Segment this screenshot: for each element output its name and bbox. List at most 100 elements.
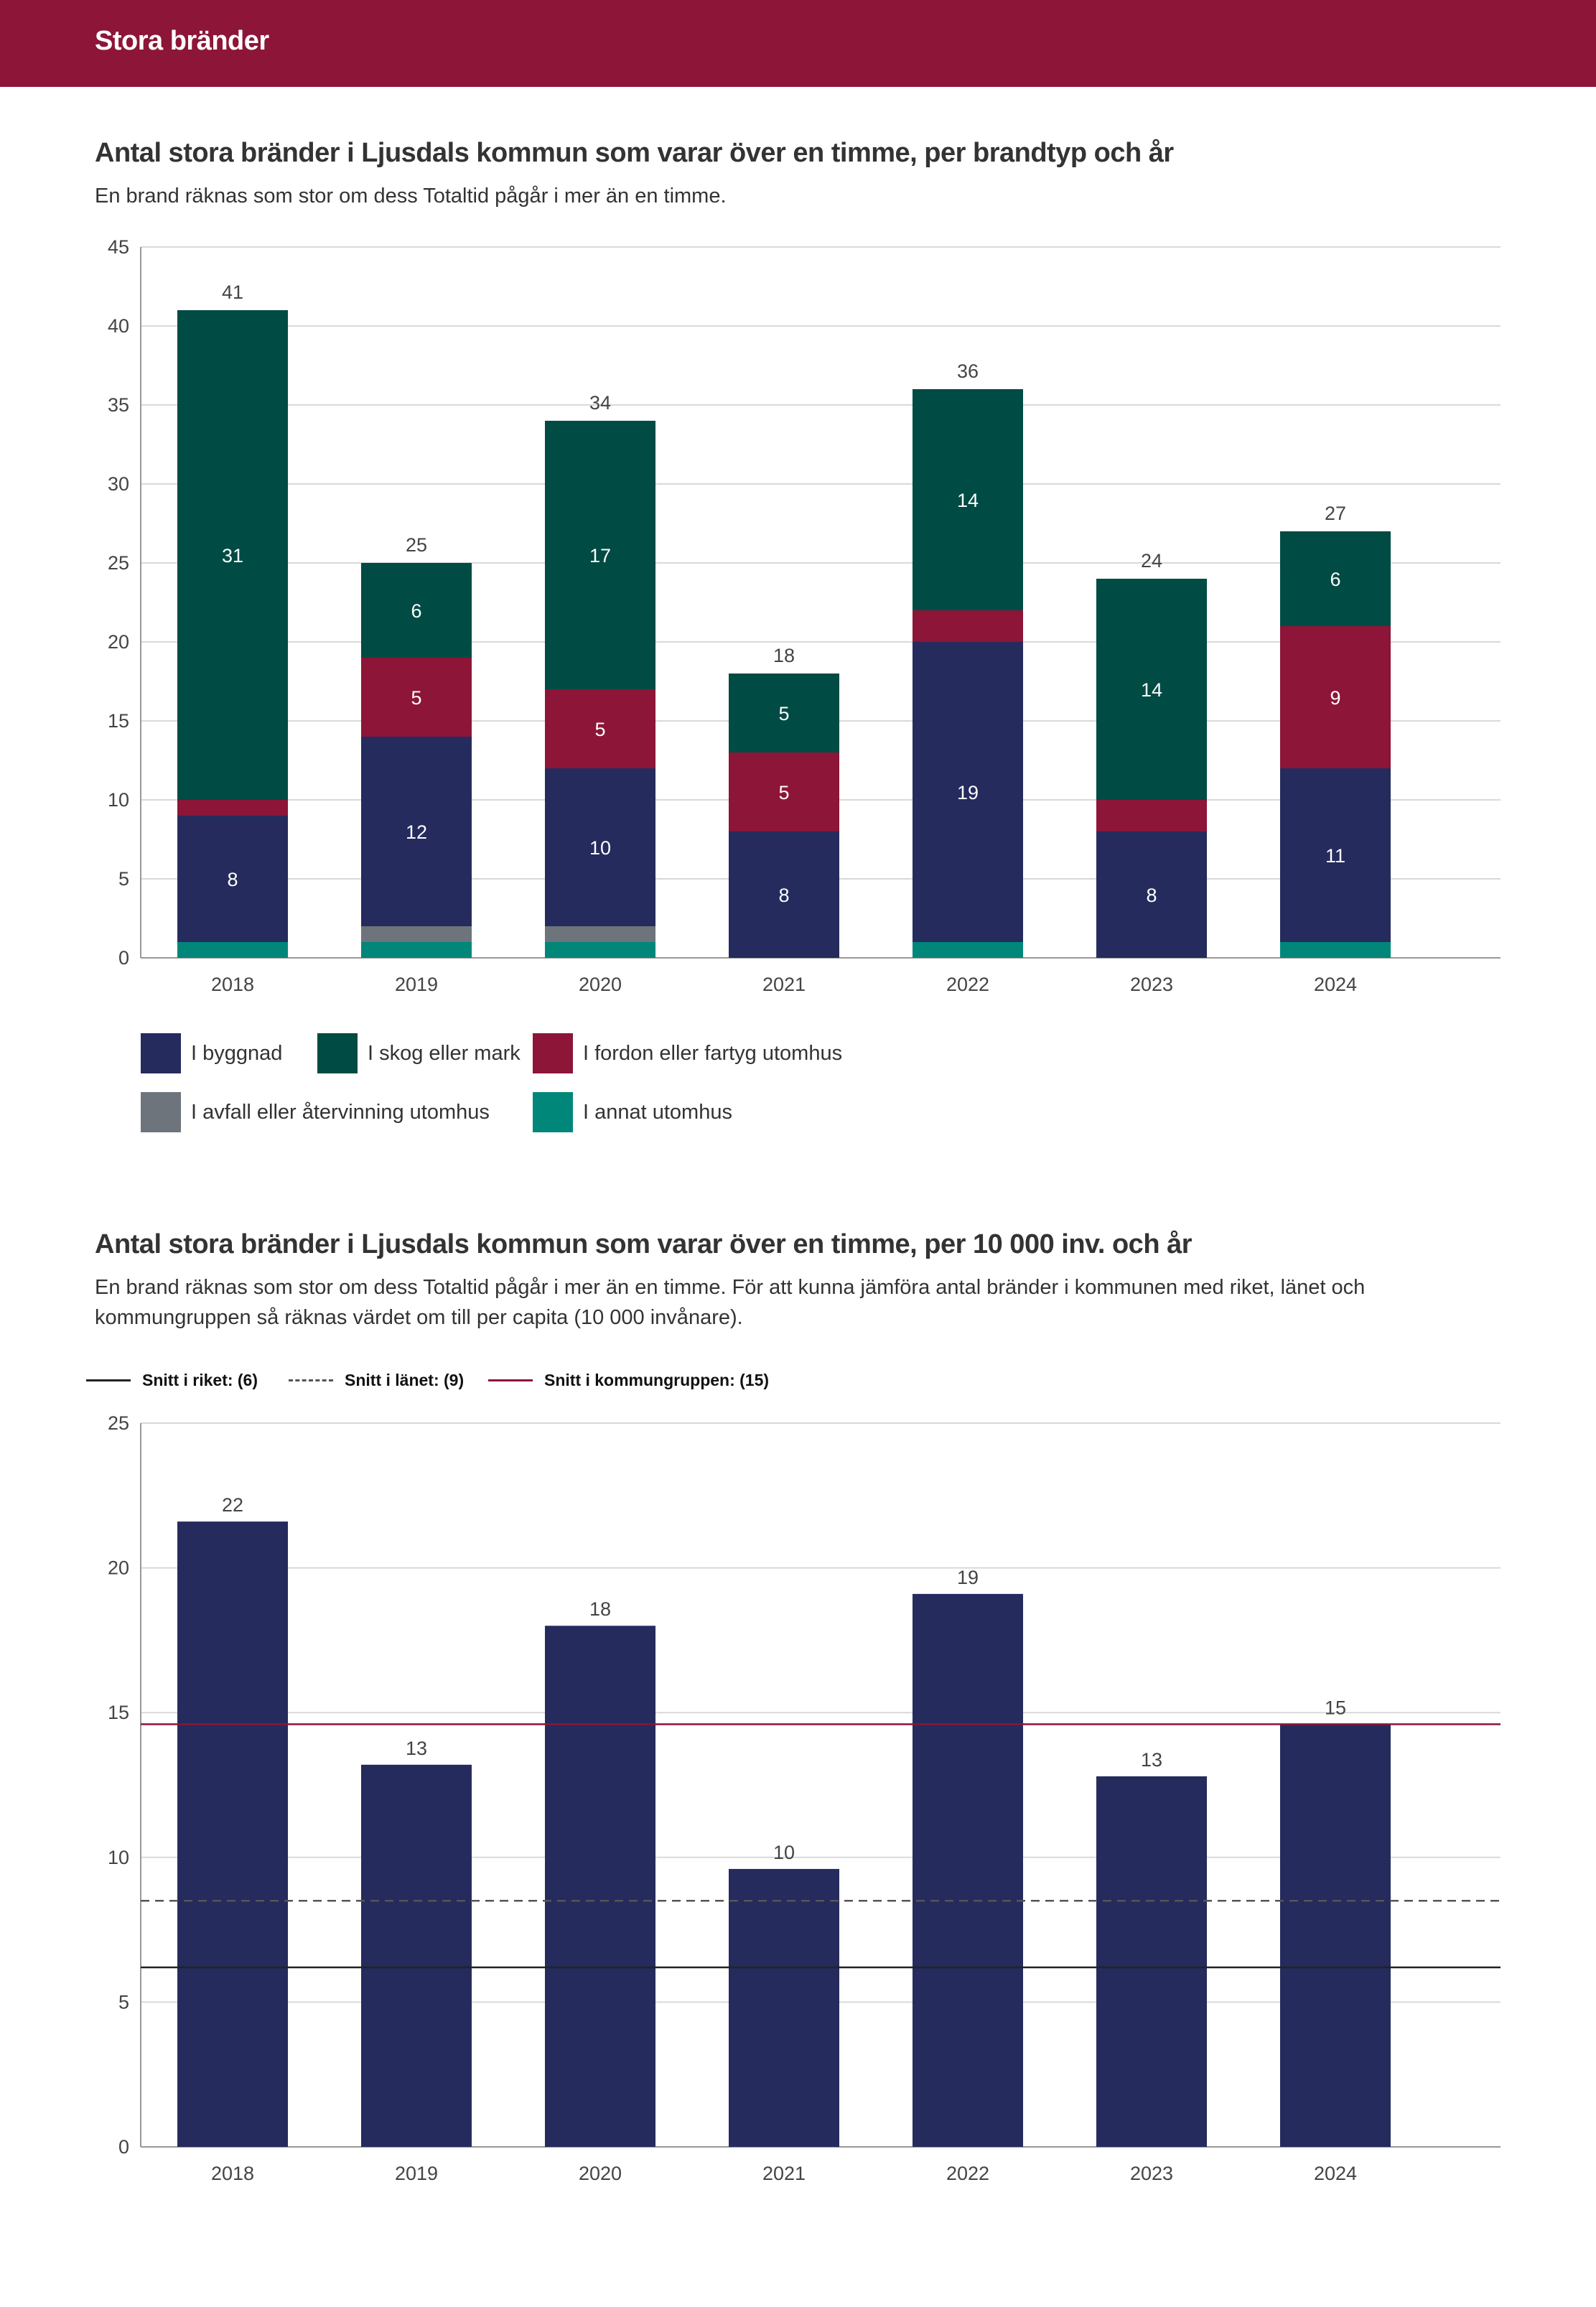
x-tick-label: 2019: [395, 974, 438, 995]
y-tick-label: 5: [118, 1991, 129, 2013]
segment-value-label: 6: [411, 600, 421, 622]
bar-segment-byggnad: [545, 768, 655, 926]
y-tick-label: 0: [118, 2136, 129, 2158]
legend-item-fordon: I fordon eller fartyg utomhus: [533, 1033, 842, 1074]
y-tick-label: 35: [108, 394, 129, 416]
bar-segment-annat: [177, 942, 288, 958]
segment-value-label: 10: [589, 837, 611, 859]
bar-segment-avfall: [545, 926, 655, 942]
segment-value-label: 8: [227, 869, 238, 890]
bar-segment-annat: [913, 942, 1023, 958]
legend-label-lanet: Snitt i länet: (9): [345, 1370, 465, 1389]
y-tick-label: 25: [108, 552, 129, 574]
chart1-legend: I byggnad I skog eller mark I fordon ell…: [141, 1033, 930, 1140]
bar-segment-avfall: [361, 926, 472, 942]
bar-segment-skog: [729, 674, 839, 752]
segment-value-label: 19: [957, 782, 979, 803]
x-tick-label: 2021: [762, 2163, 806, 2184]
chart1-title: Antal stora bränder i Ljusdals kommun so…: [95, 138, 1174, 168]
y-tick-label: 10: [108, 789, 129, 811]
x-tick-label: 2018: [211, 2163, 254, 2184]
legend-label-avfall: I avfall eller återvinning utomhus: [191, 1100, 490, 1124]
page-header-title: Stora bränder: [95, 26, 269, 56]
segment-value-label: 5: [778, 703, 789, 724]
legend-label-fordon: I fordon eller fartyg utomhus: [583, 1041, 843, 1065]
x-tick-label: 2020: [579, 974, 622, 995]
y-tick-label: 0: [118, 947, 129, 969]
y-tick-label: 15: [108, 710, 129, 732]
bar-segment-skog: [1096, 579, 1207, 800]
bar-segment-annat: [1280, 942, 1391, 958]
segment-value-label: 5: [411, 687, 421, 709]
bar-segment-skog: [545, 421, 655, 689]
segment-value-label: 8: [1146, 885, 1157, 906]
y-tick-label: 10: [108, 1847, 129, 1868]
x-tick-label: 2022: [946, 974, 989, 995]
legend-line-riket: [86, 1379, 131, 1381]
bar-segment-skog: [361, 563, 472, 658]
page-header: Stora bränder: [0, 0, 1596, 87]
x-tick-label: 2024: [1314, 974, 1357, 995]
bar-segment-byggnad: [913, 642, 1023, 942]
legend-label-riket: Snitt i riket: (6): [142, 1370, 258, 1389]
bar-segment-fordon: [361, 658, 472, 737]
bar: [729, 1868, 839, 2147]
bar-segment-fordon: [729, 752, 839, 831]
legend-label-skog: I skog eller mark: [368, 1041, 521, 1065]
y-tick-label: 15: [108, 1702, 129, 1723]
bar-segment-fordon: [177, 800, 288, 816]
segment-value-label: 8: [778, 885, 789, 906]
chart1-subtitle: En brand räknas som stor om dess Totalti…: [95, 185, 727, 208]
y-tick-label: 40: [108, 315, 129, 337]
bar-value-label: 18: [589, 1598, 611, 1620]
x-tick-label: 2023: [1130, 2163, 1173, 2184]
segment-value-label: 14: [1141, 679, 1162, 701]
legend-item-annat: I annat utomhus: [533, 1091, 732, 1133]
legend-item-riket: Snitt i riket: (6): [86, 1366, 258, 1394]
bar-segment-byggnad: [177, 816, 288, 942]
per-capita-bar-chart: 0 5 10 15 20 25 22 2018 13 2019 18 2020 10 2021 19 2022…: [108, 1412, 1501, 2184]
bar-segment-fordon: [1096, 800, 1207, 831]
x-tick-label: 2024: [1314, 2163, 1357, 2184]
x-tick-label: 2019: [395, 2163, 438, 2184]
bar-total-label: 27: [1325, 503, 1346, 524]
segment-value-label: 9: [1330, 687, 1340, 709]
bar-total-label: 34: [589, 392, 611, 414]
bar-value-label: 19: [957, 1567, 979, 1588]
legend-item-lanet: Snitt i länet: (9): [289, 1366, 464, 1394]
legend-item-byggnad: I byggnad: [141, 1033, 282, 1074]
y-tick-label: 45: [108, 236, 129, 258]
bar-segment-byggnad: [361, 737, 472, 926]
bar-segment-byggnad: [1280, 768, 1391, 942]
y-tick-label: 25: [108, 1412, 129, 1434]
y-tick-label: 5: [118, 868, 129, 890]
bar-segment-fordon: [1280, 626, 1391, 768]
x-tick-label: 2021: [762, 974, 806, 995]
legend-label-byggnad: I byggnad: [191, 1041, 283, 1065]
bar-total-label: 41: [222, 281, 243, 303]
bar: [1096, 1776, 1207, 2147]
legend-swatch-byggnad: [141, 1033, 181, 1073]
x-tick-label: 2020: [579, 2163, 622, 2184]
segment-value-label: 12: [406, 821, 427, 843]
chart2-reference-legend: Snitt i riket: (6) Snitt i länet: (9) Sn…: [86, 1366, 876, 1394]
legend-swatch-skog: [317, 1033, 358, 1073]
bar: [1280, 1724, 1391, 2147]
bar-total-label: 36: [957, 360, 979, 382]
bar-value-label: 10: [773, 1842, 795, 1863]
y-tick-label: 30: [108, 473, 129, 495]
segment-value-label: 14: [957, 490, 979, 511]
legend-line-lanet: [289, 1379, 333, 1381]
bar-value-label: 22: [222, 1494, 243, 1516]
bar: [361, 1764, 472, 2147]
bar-value-label: 13: [406, 1738, 427, 1759]
stacked-bar-chart: 0 5 10 15 20 25 30 35 40 45 8 31 41 2018 12 5 6 25 2019 10 5…: [108, 236, 1501, 995]
segment-value-label: 17: [589, 545, 611, 567]
chart2-subtitle: En brand räknas som stor om dess Totalti…: [95, 1276, 1366, 1329]
legend-item-skog: I skog eller mark: [317, 1033, 521, 1074]
bar-total-label: 25: [406, 534, 427, 556]
bar-segment-fordon: [545, 689, 655, 768]
bar-segment-skog: [1280, 531, 1391, 626]
bar-segment-annat: [545, 942, 655, 958]
x-tick-label: 2022: [946, 2163, 989, 2184]
